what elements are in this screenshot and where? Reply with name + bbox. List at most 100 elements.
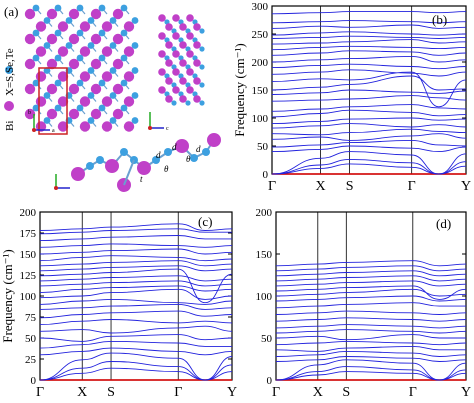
phonon-band — [271, 24, 467, 29]
k-point-label: X — [313, 385, 323, 400]
phonon-chart-d: 0 50 100 150 200 Γ X S Γ Y (d) — [256, 207, 472, 400]
phonon-band — [39, 303, 233, 310]
y-tick-label: 250 — [252, 29, 269, 41]
k-point-label: Y — [461, 385, 471, 400]
phonon-band — [271, 109, 467, 118]
bi-atom — [90, 58, 102, 70]
bi-atom — [24, 83, 36, 95]
phonon-band — [271, 89, 467, 95]
x-atom — [32, 4, 40, 12]
phonon-band — [271, 163, 467, 175]
x-atom — [131, 117, 139, 124]
x-atom — [199, 64, 205, 70]
bi-atom — [101, 71, 113, 82]
bi-atom — [112, 108, 124, 120]
x-atom — [164, 148, 172, 156]
y-tick-label: 0 — [267, 375, 273, 387]
x-atom — [96, 156, 104, 164]
y-tick-label: 100 — [252, 113, 269, 125]
k-point-label: Γ — [36, 385, 44, 400]
phonon-band — [39, 310, 233, 319]
bi-atom — [186, 68, 194, 76]
phonon-band — [271, 145, 467, 153]
phonon-band — [39, 340, 232, 349]
bond — [123, 159, 135, 186]
legend-bi-label: Bi — [4, 121, 16, 131]
y-axis-label: Frequency (cm⁻¹) — [0, 249, 15, 342]
crystal-lattice-top-view — [24, 4, 139, 132]
y-tick-label: 200 — [20, 207, 37, 219]
bi-atom — [57, 121, 69, 132]
y-tick-label: 150 — [20, 249, 37, 261]
bi-atom — [123, 96, 135, 107]
bi-atom — [57, 71, 69, 82]
bi-atom — [158, 32, 166, 40]
x-atom — [131, 42, 139, 49]
x-atom — [202, 148, 210, 156]
phonon-band — [271, 117, 467, 125]
y-tick-label: 0 — [31, 375, 37, 387]
bi-atom — [46, 108, 58, 120]
phonon-band — [275, 356, 467, 362]
x-atom — [199, 100, 205, 106]
x-atom — [98, 79, 106, 87]
x-atom — [65, 17, 73, 24]
bi-atom — [123, 46, 135, 57]
bi-atom — [79, 46, 91, 57]
k-point-label: Γ — [409, 385, 417, 400]
phonon-band — [39, 334, 233, 342]
phonon-band — [271, 11, 467, 15]
bi-atom — [179, 59, 187, 67]
bi-atom — [123, 121, 135, 132]
x-atom — [120, 54, 128, 62]
bi-atom — [165, 41, 173, 49]
phonon-band — [275, 350, 467, 357]
phonon-band — [39, 260, 233, 267]
panel-label: (b) — [432, 12, 447, 27]
bi-atom — [101, 96, 113, 107]
bi-atom — [179, 95, 187, 103]
bi-atom — [24, 8, 36, 20]
phonon-band — [271, 151, 467, 175]
y-tick-label: 175 — [20, 228, 37, 240]
x-atom — [98, 29, 106, 37]
x-atom — [65, 42, 73, 49]
x-atom — [76, 104, 84, 112]
x-atom — [120, 148, 128, 156]
bi-atom — [165, 77, 173, 85]
bi-atom — [172, 50, 180, 58]
axis-c-label: c — [166, 126, 169, 132]
phonon-band — [275, 340, 467, 346]
phonon-band — [39, 352, 233, 381]
x-atom — [131, 67, 139, 74]
phonon-band — [275, 275, 467, 282]
bi-atom — [137, 161, 151, 175]
bi-atom — [46, 83, 58, 95]
panel-label: (d) — [436, 216, 451, 231]
bi-atom — [123, 71, 135, 82]
y-tick-label: 150 — [252, 85, 269, 97]
phonon-band — [39, 223, 233, 231]
bi-atom — [158, 68, 166, 76]
bi-atom — [165, 23, 173, 31]
k-point-label: Γ — [272, 385, 280, 400]
axis-triad-side: c — [148, 112, 169, 132]
phonon-band — [39, 285, 233, 294]
phonon-band — [275, 270, 467, 277]
y-tick-label: 50 — [25, 333, 37, 345]
bi-atom — [112, 33, 124, 45]
bi-atom — [24, 108, 36, 120]
d3-label: d — [196, 144, 201, 154]
phonon-band — [271, 45, 467, 51]
x-atom — [109, 92, 117, 99]
phonon-band — [271, 20, 467, 24]
k-point-label: Y — [461, 179, 471, 194]
x-atom — [76, 4, 84, 12]
phonon-band — [275, 334, 466, 341]
bi-atom — [90, 33, 102, 45]
bi-atom — [158, 14, 166, 22]
phonon-band — [39, 243, 233, 248]
bi-atom — [112, 83, 124, 95]
bi-atom — [172, 32, 180, 40]
